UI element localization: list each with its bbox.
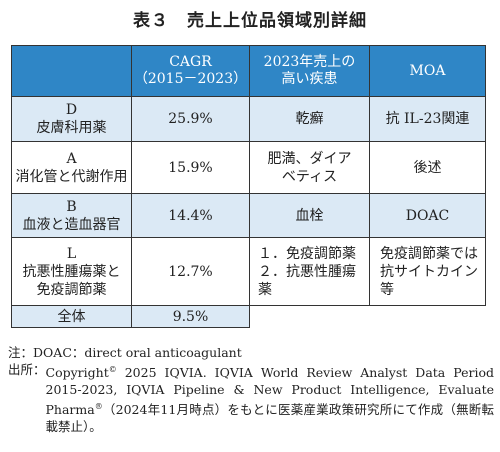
- row-name: 皮膚科用薬: [36, 120, 107, 136]
- note-prefix: 注：: [8, 345, 34, 360]
- row-code: L: [66, 245, 77, 262]
- source-line: 出所： Copyright© 2025 IQVIA. IQVIA World R…: [8, 361, 494, 435]
- row-disease: １．免疫調節薬 ２．抗悪性腫瘍薬: [249, 237, 370, 306]
- empty-cell: [369, 305, 486, 328]
- row-moa: 免疫調節薬では 抗サイトカイン等: [369, 237, 486, 306]
- total-label: 全体: [11, 305, 132, 328]
- source-part-b: 2025 IQVIA. IQVIA World Review Analyst D…: [45, 365, 494, 418]
- row-moa: DOAC: [369, 193, 486, 238]
- row-disease-line2: ベティス: [281, 168, 338, 185]
- source-prefix: 出所：: [8, 362, 46, 377]
- row-code: A: [66, 150, 77, 167]
- header-disease-line2: 高い疾患: [281, 71, 338, 87]
- footnotes: 注： DOAC：direct oral anticoagulant 出所： Co…: [8, 344, 494, 435]
- source-part-a: Copyright: [45, 365, 109, 381]
- registered-sup: ®: [94, 402, 103, 412]
- row-cagr: 15.9%: [131, 141, 250, 194]
- row-moa-line1: 免疫調節薬では: [380, 245, 478, 262]
- row-name-line2: 免疫調節薬: [36, 281, 107, 298]
- row-moa: 後述: [369, 141, 486, 194]
- row-disease: 血栓: [249, 193, 370, 238]
- total-cagr: 9.5%: [131, 305, 250, 328]
- row-disease-line2: ２．抗悪性腫瘍薬: [258, 263, 356, 298]
- table-title: 表３ 売上上位品領域別詳細: [133, 11, 367, 31]
- sales-table: CAGR （2015－2023） 2023年売上の 高い疾患 MOA D 皮膚科…: [11, 45, 486, 328]
- row-disease-line1: １．免疫調節薬: [258, 245, 356, 262]
- source-text: Copyright© 2025 IQVIA. IQVIA World Revie…: [46, 361, 494, 435]
- table-row: L 抗悪性腫瘍薬と 免疫調節薬 12.7% １．免疫調節薬 ２．抗悪性腫瘍薬 免…: [11, 237, 486, 306]
- note-line: 注： DOAC：direct oral anticoagulant: [8, 344, 494, 361]
- row-cagr: 25.9%: [131, 96, 250, 142]
- row-name: 消化管と代謝作用: [15, 168, 128, 185]
- table-row: B 血液と造血器官 14.4% 血栓 DOAC: [11, 193, 486, 238]
- row-moa: 抗 IL-23関連: [369, 96, 486, 142]
- row-label: D 皮膚科用薬: [11, 96, 132, 142]
- row-code: D: [65, 102, 78, 118]
- header-row: CAGR （2015－2023） 2023年売上の 高い疾患 MOA: [11, 45, 486, 97]
- header-moa: MOA: [369, 45, 486, 97]
- row-label: L 抗悪性腫瘍薬と 免疫調節薬: [11, 237, 132, 306]
- row-name: 血液と造血器官: [22, 216, 121, 233]
- row-label: A 消化管と代謝作用: [11, 141, 132, 194]
- table-row: D 皮膚科用薬 25.9% 乾癬 抗 IL-23関連: [11, 96, 486, 142]
- header-cagr-line1: CAGR: [169, 54, 212, 70]
- row-cagr: 12.7%: [131, 237, 250, 306]
- source-part-c: （2024年11月時点）をもとに医薬産業政策研究所にて作成（無断転載禁止）。: [45, 402, 494, 435]
- row-moa-line2: 抗サイトカイン等: [380, 263, 478, 298]
- row-name-line1: 抗悪性腫瘍薬と: [22, 263, 121, 280]
- row-disease: 肥満、ダイア ベティス: [249, 141, 370, 194]
- header-cagr: CAGR （2015－2023）: [131, 45, 250, 97]
- note-text: DOAC：direct oral anticoagulant: [33, 345, 242, 360]
- empty-cell: [249, 305, 370, 328]
- row-disease-line1: 肥満、ダイア: [267, 150, 352, 167]
- row-disease: 乾癬: [249, 96, 370, 142]
- row-label: B 血液と造血器官: [11, 193, 132, 238]
- header-disease-line1: 2023年売上の: [263, 54, 356, 70]
- header-disease: 2023年売上の 高い疾患: [249, 45, 370, 97]
- copyright-sup: ©: [108, 365, 117, 374]
- header-blank: [11, 45, 132, 97]
- table-row: A 消化管と代謝作用 15.9% 肥満、ダイア ベティス 後述: [11, 141, 486, 194]
- row-cagr: 14.4%: [131, 193, 250, 238]
- header-cagr-line2: （2015－2023）: [133, 71, 248, 87]
- row-code: B: [66, 198, 77, 215]
- total-row: 全体 9.5%: [11, 305, 486, 328]
